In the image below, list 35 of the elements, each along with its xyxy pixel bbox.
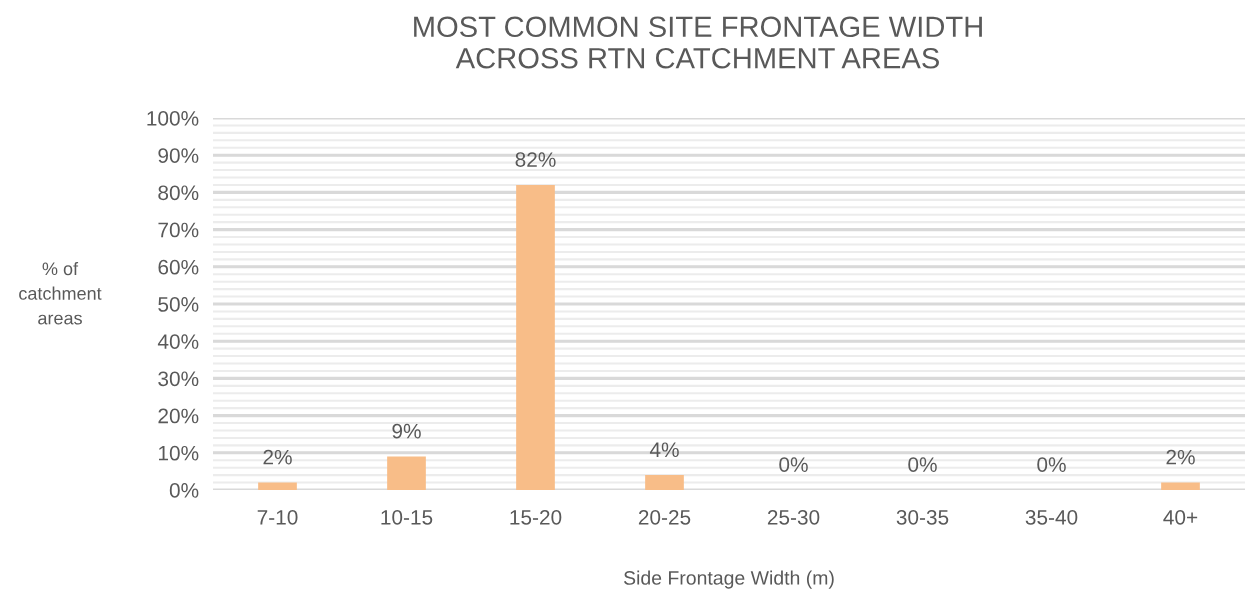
x-tick-label: 10-15 [381,509,433,525]
bar [258,482,297,490]
bar [516,184,555,490]
data-label: 2% [1166,449,1195,465]
y-tick-label: 80% [158,185,199,201]
data-label: 4% [649,442,679,458]
y-tick-label: 10% [159,445,199,461]
data-label: 2% [263,449,292,465]
data-label: 0% [1037,457,1066,472]
data-label: 0% [779,457,808,472]
data-label: 82% [515,152,556,167]
x-axis-title: Side Frontage Width (m) [623,570,834,589]
y-tick-label: 90% [158,148,199,163]
y-tick-label: 60% [158,259,199,275]
x-tick-label: 20-25 [638,509,691,525]
bar [387,456,426,490]
x-tick-label: 40+ [1163,509,1198,525]
x-tick-label: 30-35 [896,509,949,525]
x-tick-label: 15-20 [510,509,562,525]
y-tick-label: 50% [158,297,199,312]
x-tick-label: 25-30 [767,509,820,525]
data-label: 0% [908,457,937,472]
y-tick-label: 20% [158,408,199,424]
y-tick-label: 30% [158,371,199,387]
y-tick-label: 100% [147,111,199,126]
data-label: 9% [392,423,421,439]
y-tick-label: 0% [169,483,199,498]
chart-title: MOST COMMON SITE FRONTAGE WIDTH ACROSS RTN CATCHMENT AREAS [414,16,982,69]
x-tick-label: 7-10 [257,509,298,525]
y-tick-label: 40% [157,334,199,349]
bar [645,475,684,490]
y-tick-label: 70% [158,222,199,238]
bar [1161,482,1200,490]
y-axis-title: % of catchment areas [19,261,102,325]
x-tick-label: 35-40 [1025,509,1078,525]
